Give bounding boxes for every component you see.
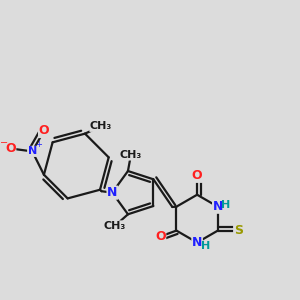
Text: −: −	[0, 138, 8, 148]
Text: H: H	[201, 241, 210, 251]
Text: +: +	[35, 140, 42, 149]
Text: S: S	[234, 224, 243, 237]
Text: N: N	[107, 186, 117, 199]
Text: N: N	[192, 236, 202, 249]
Text: O: O	[39, 124, 49, 137]
Text: N: N	[28, 146, 37, 156]
Text: O: O	[192, 169, 203, 182]
Text: O: O	[5, 142, 16, 155]
Text: O: O	[155, 230, 166, 243]
Text: CH₃: CH₃	[120, 150, 142, 160]
Text: H: H	[221, 200, 231, 210]
Text: N: N	[213, 200, 223, 213]
Text: CH₃: CH₃	[104, 221, 126, 231]
Text: CH₃: CH₃	[90, 122, 112, 131]
